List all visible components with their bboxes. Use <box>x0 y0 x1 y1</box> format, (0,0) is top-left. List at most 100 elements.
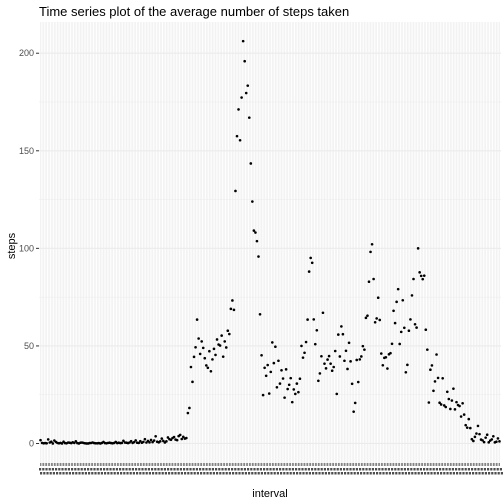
data-point <box>129 439 133 443</box>
data-point <box>226 329 230 333</box>
x-tick-label-glyph <box>256 468 259 471</box>
data-point <box>240 96 243 99</box>
data-point <box>436 376 440 380</box>
x-tick-label-glyph <box>455 468 458 471</box>
x-tick-label-glyph <box>339 468 342 471</box>
x-tick-label-glyph <box>433 472 436 475</box>
x-tick-label-glyph <box>401 472 404 475</box>
x-tick-label-glyph <box>295 468 298 471</box>
data-point <box>304 340 308 344</box>
data-point <box>439 403 443 406</box>
data-point <box>143 437 147 441</box>
data-point <box>326 358 329 361</box>
data-point <box>295 382 299 385</box>
x-tick-label-glyph <box>78 472 81 475</box>
data-point <box>364 316 368 320</box>
data-point <box>335 392 339 396</box>
x-tick-label-glyph <box>343 468 346 471</box>
data-point <box>211 358 214 361</box>
x-tick-label-glyph <box>55 468 58 471</box>
x-tick-label-glyph <box>282 468 285 471</box>
data-point <box>330 369 334 373</box>
x-tick-label-glyph <box>330 468 333 471</box>
data-point <box>444 405 448 409</box>
x-tick-label-glyph <box>157 468 160 471</box>
data-point <box>433 380 437 383</box>
x-tick-label-glyph <box>173 468 176 471</box>
data-point <box>404 370 408 374</box>
data-point <box>464 423 467 427</box>
data-point <box>189 365 193 369</box>
data-point <box>307 270 311 273</box>
x-tick-label-glyph <box>459 472 462 475</box>
y-tick-label: 100 <box>19 243 34 253</box>
x-tick-label-glyph <box>58 468 61 471</box>
data-point <box>370 242 374 246</box>
data-point <box>292 388 296 391</box>
data-point <box>300 344 303 348</box>
x-tick-label-glyph <box>244 472 247 475</box>
x-tick-label-glyph <box>442 468 445 471</box>
data-point <box>313 342 317 346</box>
data-point <box>467 417 471 421</box>
data-point <box>398 342 401 346</box>
data-point <box>455 400 458 404</box>
x-tick-label-glyph <box>46 472 49 475</box>
data-point <box>186 411 190 415</box>
data-point <box>197 337 200 340</box>
data-point <box>166 436 170 439</box>
x-tick-label-glyph <box>110 472 113 475</box>
data-point <box>247 116 251 119</box>
data-point <box>366 314 369 317</box>
x-tick-label-glyph <box>483 468 486 471</box>
x-tick-label-glyph <box>448 468 451 471</box>
x-tick-label-glyph <box>477 468 480 471</box>
data-point <box>142 440 145 444</box>
x-tick-label-glyph <box>160 468 163 471</box>
x-tick-label-glyph <box>487 468 490 471</box>
x-tick-label-glyph <box>427 472 430 475</box>
data-point <box>427 401 431 404</box>
x-tick-label-glyph <box>419 468 422 471</box>
data-point <box>195 318 199 321</box>
x-tick-label-glyph <box>355 468 358 471</box>
x-tick-label-glyph <box>352 468 355 471</box>
x-tick-label-glyph <box>321 472 324 475</box>
data-point <box>298 377 302 381</box>
data-point <box>396 287 400 291</box>
data-point <box>340 325 343 328</box>
data-point <box>287 383 291 387</box>
x-tick-label-glyph <box>61 468 64 471</box>
data-point <box>120 441 124 445</box>
x-tick-label-glyph <box>116 472 119 475</box>
x-tick-label-glyph <box>148 472 151 475</box>
data-point <box>198 352 202 356</box>
x-tick-label-glyph <box>251 472 254 475</box>
data-point <box>218 344 222 347</box>
data-point <box>415 326 418 329</box>
data-point <box>237 108 240 111</box>
x-tick-label-glyph <box>132 472 135 475</box>
data-point <box>264 374 268 378</box>
data-point <box>426 348 429 351</box>
x-tick-label-glyph <box>115 468 118 471</box>
data-point <box>49 440 53 444</box>
x-tick-label-glyph <box>314 468 317 471</box>
x-tick-label-glyph <box>465 472 468 475</box>
data-point <box>272 361 276 365</box>
x-tick-label-glyph <box>68 472 71 475</box>
data-point <box>46 438 50 441</box>
data-point <box>438 401 441 405</box>
x-tick-label-glyph <box>241 472 244 475</box>
data-point <box>403 326 406 330</box>
data-point <box>175 438 179 442</box>
x-tick-label-glyph <box>472 472 475 475</box>
x-tick-label-glyph <box>337 472 340 475</box>
x-tick-label-glyph <box>298 468 301 471</box>
x-tick-label-glyph <box>77 468 80 471</box>
x-tick-label-glyph <box>167 468 170 471</box>
data-point <box>281 377 285 380</box>
x-tick-label-glyph <box>163 468 166 471</box>
data-point <box>393 321 397 325</box>
data-point <box>321 311 325 315</box>
